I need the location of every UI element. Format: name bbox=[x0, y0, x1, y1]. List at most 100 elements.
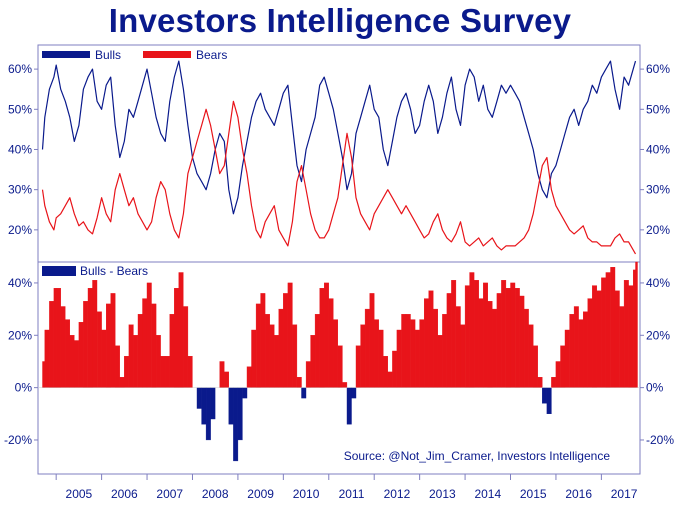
spread-bar bbox=[260, 293, 266, 388]
spread-bar bbox=[419, 319, 425, 388]
spread-bar bbox=[42, 361, 45, 388]
bottom-panel-frame bbox=[37, 261, 641, 475]
spread-bar bbox=[49, 301, 55, 388]
x-tick-label: 2008 bbox=[202, 487, 229, 501]
spread-bar bbox=[469, 272, 475, 388]
legend-swatch-bulls bbox=[42, 51, 90, 58]
spread-bar bbox=[355, 345, 361, 388]
spread-bar bbox=[164, 356, 170, 388]
spread-bar bbox=[146, 282, 152, 388]
spread-bar bbox=[414, 329, 420, 388]
x-tick-label: 2012 bbox=[384, 487, 411, 501]
spread-bar bbox=[587, 298, 593, 388]
spread-bar bbox=[310, 335, 316, 388]
spread-bar bbox=[233, 387, 239, 462]
spread-bar bbox=[60, 306, 66, 388]
spread-bar bbox=[65, 319, 71, 388]
legend-label-bulls: Bulls bbox=[95, 48, 121, 62]
spread-bar bbox=[364, 308, 370, 388]
spread-bar bbox=[237, 387, 243, 441]
spread-bar bbox=[492, 308, 497, 388]
spread-bar bbox=[174, 288, 180, 388]
spread-bar bbox=[324, 282, 329, 388]
spread-bar bbox=[487, 301, 493, 388]
spread-bar bbox=[78, 322, 84, 388]
spread-bar bbox=[228, 387, 234, 425]
x-tick-label: 2006 bbox=[111, 487, 138, 501]
spread-bar bbox=[387, 371, 393, 388]
spread-bar bbox=[301, 387, 307, 399]
spread-bar bbox=[105, 303, 111, 388]
spread-bar bbox=[555, 361, 561, 388]
spread-bar bbox=[546, 387, 552, 415]
y-tick-label-left: 60% bbox=[8, 62, 32, 76]
spread-bar bbox=[92, 280, 98, 388]
y-tick-label-right: 40% bbox=[646, 276, 670, 290]
sentiment-panel: 20% 20% 30% 30% 40% 40% 50% 50% 60% 60% Bulls Bears bbox=[8, 44, 670, 263]
spread-bar bbox=[201, 387, 207, 425]
spread-bar bbox=[333, 319, 338, 388]
spread-bar bbox=[274, 335, 279, 388]
spread-bar bbox=[514, 288, 520, 388]
legend-swatch-spread bbox=[42, 266, 76, 276]
spread-bar bbox=[510, 282, 516, 388]
spread-bar bbox=[187, 356, 193, 388]
x-tick-label: 2016 bbox=[565, 487, 592, 501]
spread-bar bbox=[87, 288, 93, 388]
y-tick-label-right: 20% bbox=[646, 223, 670, 237]
source-note: Source: @Not_Jim_Cramer, Investors Intel… bbox=[344, 449, 611, 463]
spread-bar bbox=[505, 288, 511, 388]
spread-bar bbox=[155, 335, 161, 388]
spread-bar bbox=[351, 387, 357, 399]
y-tick-label-left: -20% bbox=[4, 433, 32, 447]
spread-bar bbox=[269, 324, 275, 388]
top-panel-frame bbox=[37, 44, 641, 263]
spread-bar bbox=[542, 387, 547, 404]
spread-bar bbox=[151, 303, 157, 388]
spread-bar bbox=[283, 293, 288, 388]
series-line-bulls bbox=[41, 60, 637, 215]
spread-bar bbox=[369, 293, 375, 388]
spread-bar bbox=[455, 306, 461, 388]
spread-bar bbox=[519, 295, 525, 388]
legend-label-spread: Bulls - Bears bbox=[80, 264, 148, 278]
y-tick-label-left: 40% bbox=[8, 142, 32, 156]
spread-bar bbox=[428, 290, 434, 388]
legend-top: Bulls Bears bbox=[42, 48, 227, 62]
spread-bar bbox=[474, 280, 479, 388]
spread-bar bbox=[53, 288, 57, 388]
y-tick-label-right: 30% bbox=[646, 183, 670, 197]
spread-bar bbox=[224, 371, 230, 388]
spread-bar bbox=[433, 308, 438, 388]
y-tick-label-right: 0% bbox=[646, 381, 664, 395]
spread-bar bbox=[383, 356, 388, 388]
spread-bar bbox=[446, 293, 452, 388]
y-tick-label-left: 50% bbox=[8, 102, 32, 116]
spread-bar bbox=[219, 361, 225, 388]
spread-bar bbox=[169, 314, 175, 388]
x-tick-label: 2013 bbox=[429, 487, 456, 501]
spread-bar bbox=[44, 329, 50, 388]
spread-bar bbox=[314, 314, 320, 388]
y-tick-label-right: 20% bbox=[646, 328, 670, 342]
spread-bar bbox=[596, 290, 602, 388]
spread-bar bbox=[210, 387, 216, 420]
spread-bar bbox=[478, 298, 484, 388]
spread-bar bbox=[101, 329, 107, 388]
spread-bar bbox=[396, 329, 402, 388]
spread-bar bbox=[392, 350, 398, 388]
spread-bar bbox=[410, 319, 416, 388]
spread-bar bbox=[614, 290, 620, 388]
y-tick-label-right: 60% bbox=[646, 62, 670, 76]
spread-bar bbox=[133, 335, 139, 388]
spread-bar bbox=[142, 298, 148, 388]
spread-bar bbox=[405, 314, 411, 388]
x-tick-label: 2007 bbox=[156, 487, 183, 501]
spread-bar bbox=[401, 314, 407, 388]
spread-bar bbox=[96, 311, 102, 388]
spread-bar bbox=[628, 285, 634, 388]
spread-bar bbox=[378, 329, 384, 388]
spread-bar bbox=[178, 272, 184, 388]
x-tick-label: 2015 bbox=[520, 487, 547, 501]
spread-bar bbox=[551, 377, 557, 388]
